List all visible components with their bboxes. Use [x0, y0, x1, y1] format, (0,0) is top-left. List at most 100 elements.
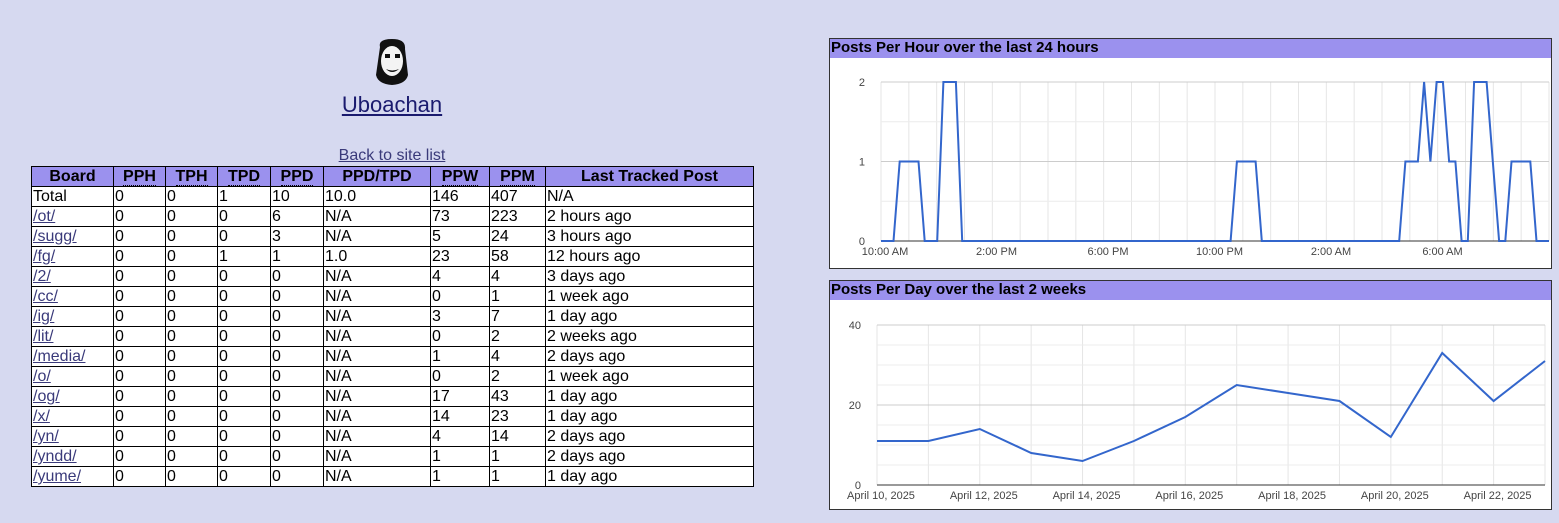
table-cell: 0 — [165, 206, 218, 227]
board-link[interactable]: /og/ — [33, 388, 60, 405]
table-cell: 1.0 — [323, 246, 431, 267]
board-cell: /lit/ — [31, 326, 114, 347]
board-stats-table: Board PPH TPH TPD PPD PPD/TPD PPW PPM La… — [31, 166, 754, 487]
table-cell: 1 — [489, 446, 546, 467]
posts-per-day-plot: 0 20 40 April 10, 2025 April 12, 2025 April 1… — [847, 320, 1546, 502]
table-cell: 6 — [270, 206, 324, 227]
x-tick-label: April 18, 2025 — [1258, 490, 1326, 502]
column-header-pph: PPH — [113, 166, 166, 187]
table-cell: 4 — [489, 346, 546, 367]
board-link[interactable]: /yume/ — [33, 468, 82, 485]
table-cell: 0 — [165, 446, 218, 467]
board-cell: /ot/ — [31, 206, 114, 227]
board-link[interactable]: /2/ — [33, 268, 51, 285]
table-cell: 0 — [217, 286, 271, 307]
table-cell: 0 — [165, 286, 218, 307]
column-header-ppw: PPW — [430, 166, 490, 187]
table-cell: 3 — [430, 306, 490, 327]
table-cell: 223 — [489, 206, 546, 227]
table-row: /yn/0 0 0 0 N/A 4 14 2 days ago — [31, 426, 754, 447]
table-row: /ig/0 0 0 0 N/A 3 7 1 day ago — [31, 306, 754, 327]
board-link[interactable]: /cc/ — [33, 288, 58, 305]
table-cell: 3 days ago — [545, 266, 754, 287]
table-cell: 0 — [165, 466, 218, 487]
board-link[interactable]: /lit/ — [33, 328, 54, 345]
table-cell: 0 — [217, 466, 271, 487]
table-cell: N/A — [323, 326, 431, 347]
board-link[interactable]: /ig/ — [33, 308, 55, 325]
table-cell: 1 day ago — [545, 306, 754, 327]
table-cell: 0 — [113, 246, 166, 267]
table-cell: 0 — [430, 366, 490, 387]
board-link[interactable]: /yndd/ — [33, 448, 77, 465]
table-cell: 1 week ago — [545, 286, 754, 307]
board-link[interactable]: /fg/ — [33, 248, 56, 265]
table-cell: 0 — [165, 426, 218, 447]
table-cell: 1 — [430, 446, 490, 467]
board-link[interactable]: /yn/ — [33, 428, 59, 445]
table-cell: N/A — [323, 386, 431, 407]
board-link[interactable]: /media/ — [33, 348, 86, 365]
back-to-site-list-link[interactable]: Back to site list — [338, 147, 446, 164]
series-line — [877, 351, 1546, 463]
table-cell: 1 day ago — [545, 406, 754, 427]
table-cell: 0 — [113, 266, 166, 287]
table-cell: N/A — [323, 226, 431, 247]
table-cell: 5 — [430, 226, 490, 247]
table-cell: 0 — [113, 306, 166, 327]
column-header-tph: TPH — [165, 166, 218, 187]
table-cell: 0 — [270, 386, 324, 407]
table-cell: 1 — [217, 186, 271, 207]
table-cell: 0 — [217, 306, 271, 327]
x-tick-label: 2:00 PM — [976, 246, 1017, 258]
table-cell: 17 — [430, 386, 490, 407]
table-cell: 14 — [489, 426, 546, 447]
table-row: /cc/0 0 0 0 N/A 0 1 1 week ago — [31, 286, 754, 307]
x-tick-label: April 14, 2025 — [1053, 490, 1121, 502]
table-cell: 1 week ago — [545, 366, 754, 387]
table-cell: 0 — [217, 226, 271, 247]
table-row: /lit/0 0 0 0 N/A 0 2 2 weeks ago — [31, 326, 754, 347]
board-link[interactable]: /o/ — [33, 368, 51, 385]
board-cell: /x/ — [31, 406, 114, 427]
table-cell: 24 — [489, 226, 546, 247]
column-header-ppd: PPD — [270, 166, 324, 187]
board-cell: /yn/ — [31, 426, 114, 447]
board-link[interactable]: /x/ — [33, 408, 50, 425]
table-cell: 0 — [165, 346, 218, 367]
table-cell: 0 — [113, 326, 166, 347]
x-tick-label: 2:00 AM — [1311, 246, 1351, 258]
table-cell: 10.0 — [323, 186, 431, 207]
column-header-ppm: PPM — [489, 166, 546, 187]
table-cell: 3 hours ago — [545, 226, 754, 247]
table-cell: N/A — [323, 346, 431, 367]
board-cell: /sugg/ — [31, 226, 114, 247]
table-cell: 0 — [217, 346, 271, 367]
table-cell: 3 — [270, 226, 324, 247]
posts-per-hour-plot: 0 1 2 10:00 AM 2:00 PM 6:00 PM 10:00 PM 2:00 AM… — [859, 77, 1550, 258]
table-cell: N/A — [323, 446, 431, 467]
table-cell: N/A — [323, 266, 431, 287]
board-link[interactable]: /ot/ — [33, 208, 56, 225]
table-cell: 43 — [489, 386, 546, 407]
table-cell: N/A — [323, 306, 431, 327]
table-cell: 1 day ago — [545, 466, 754, 487]
board-link[interactable]: /sugg/ — [33, 228, 77, 245]
table-cell: 4 — [430, 426, 490, 447]
table-cell: 0 — [165, 406, 218, 427]
table-cell: 407 — [489, 186, 546, 207]
table-cell: 73 — [430, 206, 490, 227]
table-row: /x/0 0 0 0 N/A 14 23 1 day ago — [31, 406, 754, 427]
y-tick-label: 20 — [849, 400, 861, 412]
chart-title: Posts Per Day over the last 2 weeks — [830, 281, 1551, 300]
site-title-link[interactable]: Uboachan — [341, 92, 443, 117]
table-cell: 2 — [489, 366, 546, 387]
y-tick-label: 1 — [859, 157, 865, 169]
table-cell: 4 — [430, 266, 490, 287]
column-header-board: Board — [31, 166, 114, 187]
table-cell: 1 — [270, 246, 324, 267]
table-cell: 0 — [430, 286, 490, 307]
table-cell: 0 — [270, 406, 324, 427]
table-cell: 2 days ago — [545, 446, 754, 467]
table-cell: N/A — [323, 286, 431, 307]
